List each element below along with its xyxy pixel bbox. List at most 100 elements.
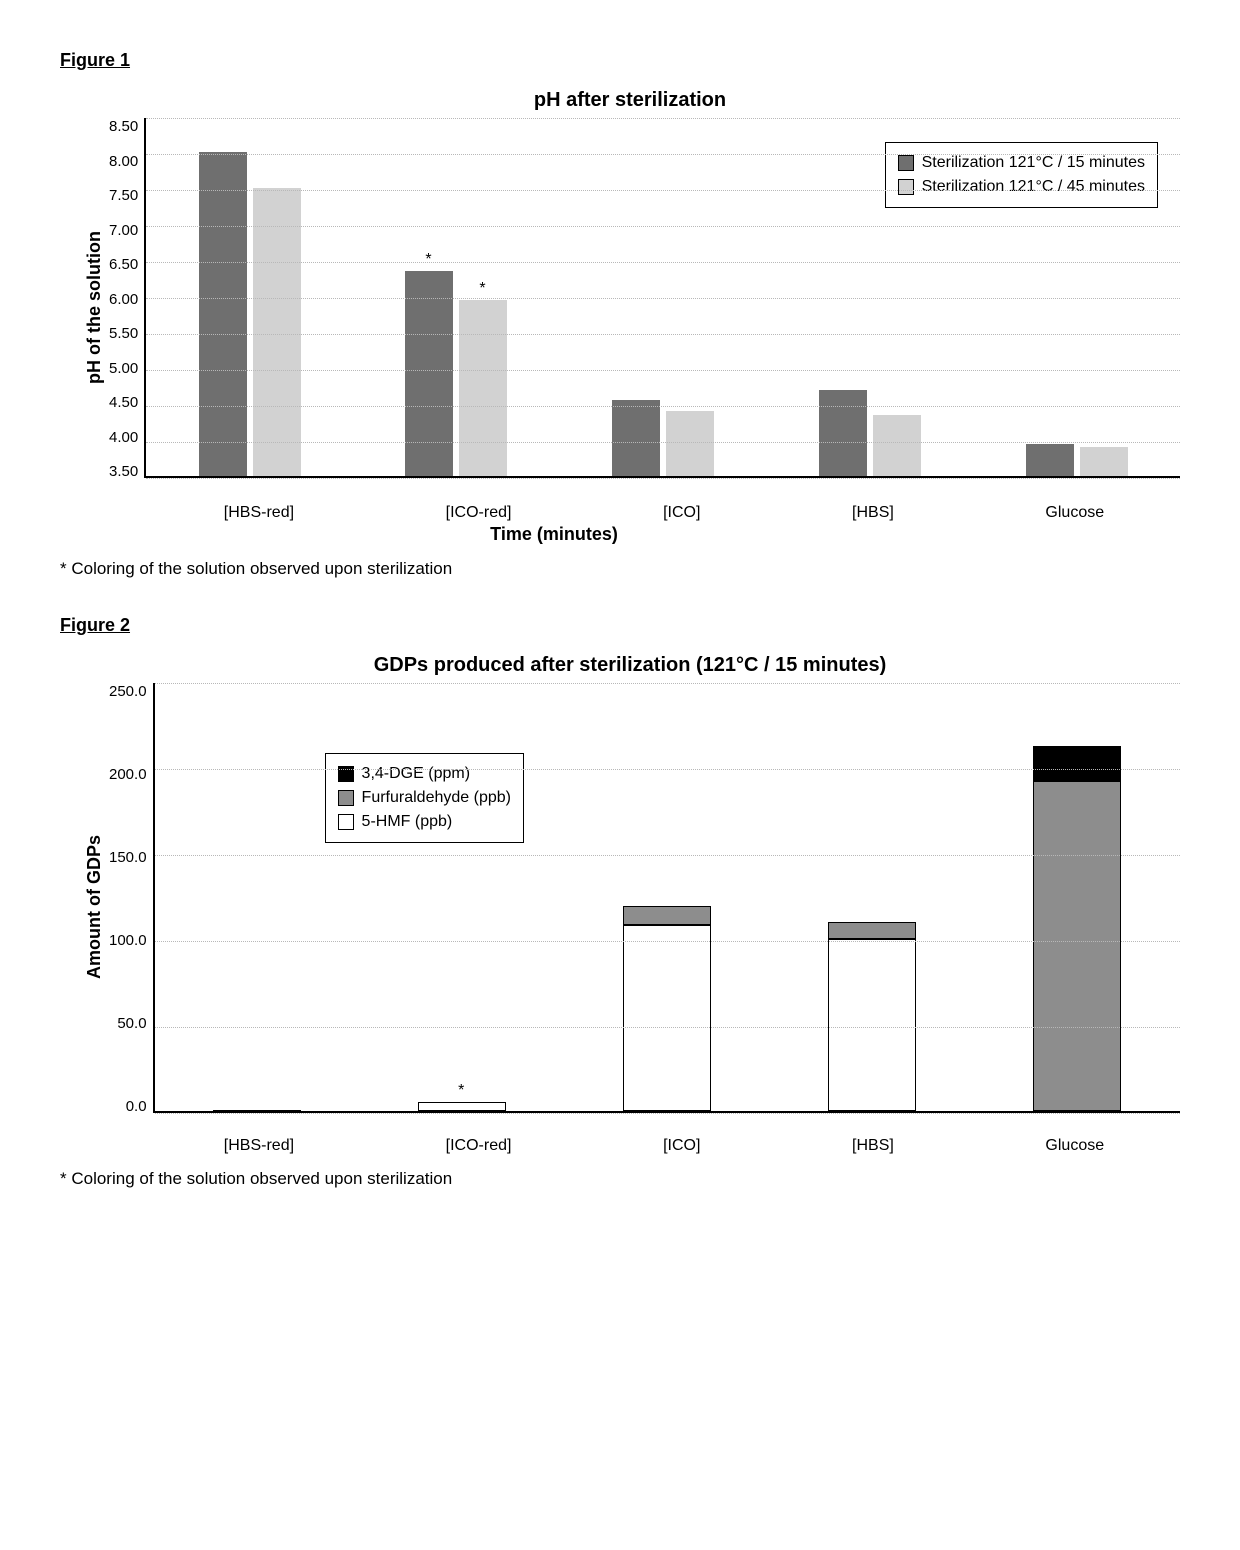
gridline	[146, 154, 1180, 155]
y-tick: 8.00	[109, 153, 138, 170]
figure-1-y-axis-label: pH of the solution	[80, 118, 109, 498]
stacked-bar	[828, 922, 916, 1111]
bar-group	[213, 1110, 301, 1111]
y-tick: 3.50	[109, 463, 138, 480]
bar	[666, 411, 714, 476]
y-tick: 6.50	[109, 256, 138, 273]
gridline	[146, 226, 1180, 227]
figure-1-y-ticks: 8.50 8.00 7.50 7.00 6.50 6.00 5.50 5.00 4.50 4.00…	[109, 118, 144, 480]
bar-segment	[213, 1110, 301, 1111]
figure-2-chart: GDPs produced after sterilization (121°C…	[80, 654, 1180, 1155]
gridline	[155, 941, 1180, 942]
bar-group	[828, 922, 916, 1111]
bar-group	[819, 390, 921, 476]
figure-1-chart: pH after sterilization pH of the solutio…	[80, 89, 1180, 545]
y-tick: 4.00	[109, 429, 138, 446]
figure-2-y-axis-label: Amount of GDPs	[80, 683, 109, 1131]
bar-group: **	[405, 271, 507, 476]
gridline	[146, 406, 1180, 407]
bar	[612, 400, 660, 476]
x-tick-label: [HBS-red]	[224, 504, 294, 522]
x-tick-label: [HBS-red]	[224, 1137, 294, 1155]
x-tick-label: [ICO-red]	[446, 504, 512, 522]
figure-1-x-axis-label: Time (minutes)	[0, 524, 1180, 545]
bar-segment	[1033, 746, 1121, 780]
gridline	[155, 1027, 1180, 1028]
bar	[459, 300, 507, 476]
stacked-bar	[1033, 746, 1121, 1111]
figure-1-x-labels: [HBS-red] [ICO-red] [ICO] [HBS] Glucose	[148, 504, 1180, 522]
y-tick: 7.50	[109, 187, 138, 204]
bar-segment	[828, 922, 916, 939]
gridline	[146, 370, 1180, 371]
gridline	[146, 118, 1180, 119]
stacked-bar	[418, 1102, 506, 1111]
bar	[1026, 444, 1074, 476]
bar-group	[623, 906, 711, 1111]
figure-2-bars: *	[155, 683, 1180, 1111]
gridline	[146, 478, 1180, 479]
bar	[405, 271, 453, 476]
figure-1-bars: **	[146, 118, 1180, 476]
x-tick-label: [ICO]	[663, 504, 700, 522]
x-tick-label: Glucose	[1045, 504, 1104, 522]
x-tick-label: [ICO]	[663, 1137, 700, 1155]
gridline	[146, 442, 1180, 443]
star-marker: *	[425, 251, 431, 269]
gridline	[146, 334, 1180, 335]
bar-segment	[828, 939, 916, 1111]
bar-group: *	[418, 1102, 506, 1111]
stacked-bar	[623, 906, 711, 1111]
bar-group	[1026, 444, 1128, 476]
bar-segment	[623, 925, 711, 1111]
figure-2: Figure 2 GDPs produced after sterilizati…	[60, 615, 1180, 1189]
bar	[873, 415, 921, 476]
gridline	[155, 855, 1180, 856]
y-tick: 150.0	[109, 849, 147, 866]
figure-2-label: Figure 2	[60, 615, 1180, 636]
y-tick: 5.00	[109, 360, 138, 377]
y-tick: 4.50	[109, 394, 138, 411]
y-tick: 100.0	[109, 932, 147, 949]
bar	[253, 188, 301, 476]
bar-group	[199, 152, 301, 476]
figure-1-title: pH after sterilization	[80, 89, 1180, 112]
gridline	[146, 190, 1180, 191]
gridline	[155, 1113, 1180, 1114]
y-tick: 6.00	[109, 291, 138, 308]
bar	[819, 390, 867, 476]
gridline	[155, 769, 1180, 770]
figure-1-plot-area: Sterilization 121°C / 15 minutesSteriliz…	[144, 118, 1180, 478]
y-tick: 50.0	[117, 1015, 146, 1032]
bar-group	[1033, 746, 1121, 1111]
bar-segment	[1033, 781, 1121, 1111]
y-tick: 5.50	[109, 325, 138, 342]
y-tick: 0.0	[126, 1098, 147, 1115]
bar-segment	[623, 906, 711, 925]
figure-2-plot-area: 3,4-DGE (ppm)Furfuraldehyde (ppb)5-HMF (…	[153, 683, 1180, 1113]
bar-segment	[418, 1102, 506, 1111]
gridline	[155, 683, 1180, 684]
y-tick: 250.0	[109, 683, 147, 700]
gridline	[146, 262, 1180, 263]
figure-1: Figure 1 pH after sterilization pH of th…	[60, 50, 1180, 579]
bar	[199, 152, 247, 476]
x-tick-label: [ICO-red]	[446, 1137, 512, 1155]
x-tick-label: [HBS]	[852, 504, 894, 522]
stacked-bar	[213, 1110, 301, 1111]
y-tick: 8.50	[109, 118, 138, 135]
figure-2-x-labels: [HBS-red] [ICO-red] [ICO] [HBS] Glucose	[148, 1137, 1180, 1155]
x-tick-label: [HBS]	[852, 1137, 894, 1155]
figure-2-title: GDPs produced after sterilization (121°C…	[80, 654, 1180, 677]
bar	[1080, 447, 1128, 476]
x-tick-label: Glucose	[1045, 1137, 1104, 1155]
figure-2-footnote: * Coloring of the solution observed upon…	[60, 1169, 1180, 1189]
figure-1-footnote: * Coloring of the solution observed upon…	[60, 559, 1180, 579]
star-marker: *	[458, 1082, 464, 1100]
gridline	[146, 298, 1180, 299]
bar-group	[612, 400, 714, 476]
figure-2-y-ticks: 250.0 200.0 150.0 100.0 50.0 0.0	[109, 683, 153, 1115]
star-marker: *	[479, 280, 485, 298]
y-tick: 200.0	[109, 766, 147, 783]
y-tick: 7.00	[109, 222, 138, 239]
